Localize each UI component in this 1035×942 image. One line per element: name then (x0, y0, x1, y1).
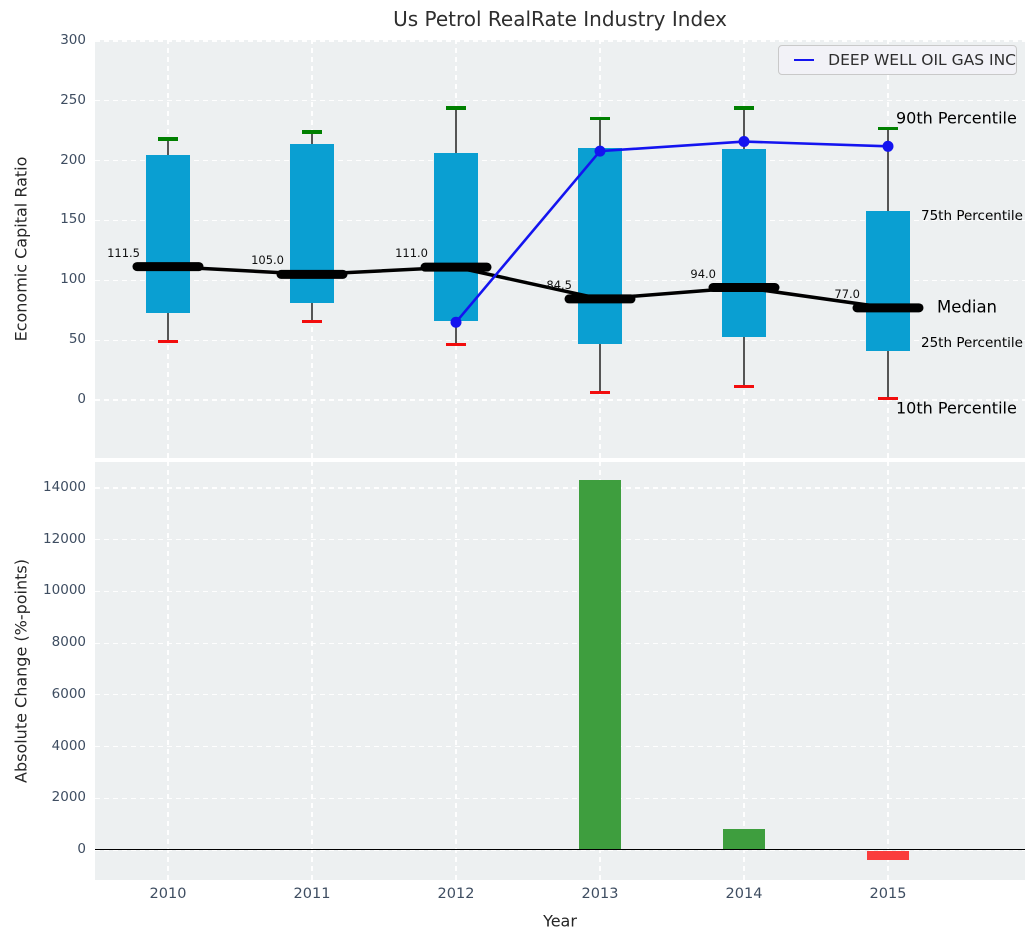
percentile-box-2015 (866, 210, 910, 351)
gridline-horizontal (95, 40, 1025, 42)
zero-baseline (95, 848, 1025, 851)
annotation-10th-percentile: 10th Percentile (896, 398, 1017, 418)
cap-10th-2012 (446, 343, 466, 347)
median-value-label-2014: 94.0 (690, 266, 716, 281)
y-tick-label: 10000 (43, 582, 86, 599)
x-tick-label: 2013 (581, 886, 619, 902)
median-value-label-2013: 84.5 (546, 277, 572, 292)
annotation-90th-percentile: 90th Percentile (896, 108, 1017, 128)
cap-10th-2011 (302, 319, 322, 323)
cap-90th-2011 (302, 130, 322, 134)
median-value-label-2011: 105.0 (251, 253, 284, 268)
x-tick-label: 2015 (869, 886, 907, 902)
percentile-box-2010 (146, 154, 190, 313)
cap-90th-2015 (878, 126, 898, 131)
gridline-vertical (743, 462, 745, 880)
median-value-label-2012: 111.0 (395, 246, 428, 261)
gridline-vertical (311, 462, 313, 880)
median-value-label-2015: 77.0 (834, 286, 860, 301)
gridline-horizontal (95, 100, 1025, 102)
percentile-box-2012 (434, 153, 478, 322)
gridline-horizontal (95, 399, 1025, 401)
gridline-horizontal (95, 339, 1025, 341)
y-tick-label: 150 (60, 211, 86, 228)
y-tick-label: 8000 (51, 634, 86, 651)
gridline-horizontal (95, 539, 1025, 541)
y-tick-label: 100 (60, 271, 86, 288)
legend-label: DEEP WELL OIL GAS INC (828, 51, 1016, 69)
y-tick-label: 0 (77, 391, 86, 407)
change-bar-2015 (867, 851, 909, 861)
gridline-horizontal (95, 745, 1025, 748)
change-bar-2014 (723, 829, 765, 850)
y-tick-label: 2000 (51, 789, 86, 806)
gridline-horizontal (95, 694, 1025, 696)
gridline-vertical (887, 462, 889, 880)
annotation-75th-percentile: 75th Percentile (921, 208, 1023, 224)
y-tick-label: 50 (68, 331, 86, 348)
annotation-median: Median (937, 297, 998, 317)
chart-title: Us Petrol RealRate Industry Index (393, 7, 727, 31)
cap-10th-2010 (158, 339, 178, 343)
median-value-label-2010: 111.5 (107, 245, 140, 260)
legend: DEEP WELL OIL GAS INC (778, 45, 1017, 75)
y-tick-label: 14000 (43, 479, 86, 495)
percentile-box-2013 (578, 147, 622, 344)
x-tick-label: 2012 (437, 886, 475, 902)
cap-10th-2015 (878, 397, 898, 401)
cap-90th-2013 (590, 116, 610, 121)
gridline-horizontal (95, 797, 1025, 799)
cap-90th-2012 (446, 106, 466, 110)
y-tick-label: 300 (60, 31, 86, 48)
x-tick-label: 2014 (725, 886, 763, 902)
gridline-horizontal (95, 642, 1025, 644)
y-tick-label: 250 (60, 91, 86, 108)
gridline-vertical (455, 462, 457, 880)
bottom-panel (95, 462, 1025, 880)
annotation-25th-percentile: 25th Percentile (921, 335, 1023, 351)
gridline-horizontal (95, 160, 1025, 162)
y-tick-label: 4000 (51, 737, 86, 754)
x-tick-label: 2010 (149, 886, 187, 902)
cap-10th-2013 (590, 391, 610, 395)
legend-line-sample (794, 59, 815, 61)
y-tick-label: 12000 (43, 530, 86, 547)
gridline-vertical (167, 462, 169, 880)
gridline-horizontal (95, 590, 1025, 593)
cap-90th-2014 (734, 106, 754, 110)
change-bar-2013 (579, 480, 621, 850)
x-tick-label: 2011 (293, 886, 331, 902)
cap-90th-2010 (158, 137, 178, 141)
gridline-horizontal (95, 487, 1025, 489)
percentile-box-2011 (290, 143, 334, 304)
y-tick-label: 0 (77, 841, 86, 857)
percentile-box-2014 (722, 148, 766, 337)
y-tick-label: 200 (60, 151, 86, 168)
y-tick-label: 6000 (51, 685, 86, 702)
cap-10th-2014 (734, 385, 754, 389)
